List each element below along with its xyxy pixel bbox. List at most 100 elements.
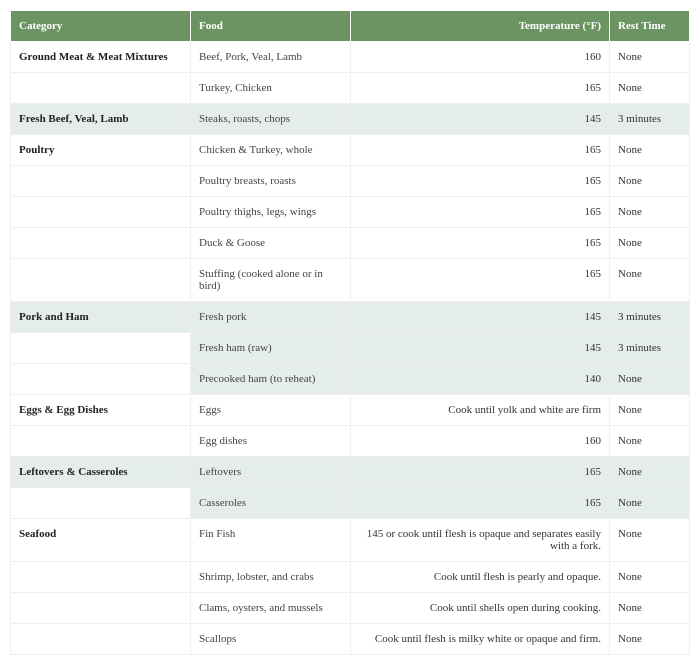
- cell-temperature: 165: [351, 73, 610, 104]
- table-row: Poultry breasts, roasts165None: [11, 166, 690, 197]
- cell-rest-time: None: [610, 395, 690, 426]
- table-row: Eggs & Egg DishesEggsCook until yolk and…: [11, 395, 690, 426]
- cell-food: Beef, Pork, Veal, Lamb: [191, 42, 351, 73]
- cell-temperature: 145 or cook until flesh is opaque and se…: [351, 519, 610, 562]
- cell-food: Chicken & Turkey, whole: [191, 135, 351, 166]
- cell-rest-time: None: [610, 519, 690, 562]
- cell-rest-time: None: [610, 364, 690, 395]
- table-row: Casseroles165None: [11, 488, 690, 519]
- cell-temperature: Cook until shells open during cooking.: [351, 593, 610, 624]
- cell-temperature: 165: [351, 166, 610, 197]
- table-row: Ground Meat & Meat MixturesBeef, Pork, V…: [11, 42, 690, 73]
- cell-food: Steaks, roasts, chops: [191, 104, 351, 135]
- cell-rest-time: 3 minutes: [610, 333, 690, 364]
- header-rest-time: Rest Time: [610, 11, 690, 42]
- cell-food: Stuffing (cooked alone or in bird): [191, 259, 351, 302]
- cell-temperature: 160: [351, 426, 610, 457]
- cell-rest-time: None: [610, 73, 690, 104]
- cell-category: [11, 562, 191, 593]
- cell-category: [11, 364, 191, 395]
- cell-rest-time: None: [610, 426, 690, 457]
- cell-rest-time: None: [610, 457, 690, 488]
- cell-rest-time: None: [610, 42, 690, 73]
- cell-category: [11, 426, 191, 457]
- cell-temperature: 165: [351, 457, 610, 488]
- cell-food: Precooked ham (to reheat): [191, 364, 351, 395]
- table-row: Fresh Beef, Veal, LambSteaks, roasts, ch…: [11, 104, 690, 135]
- cell-rest-time: 3 minutes: [610, 302, 690, 333]
- cell-food: Shrimp, lobster, and crabs: [191, 562, 351, 593]
- cell-category: Poultry: [11, 135, 191, 166]
- cell-temperature: 145: [351, 104, 610, 135]
- cell-category: Fresh Beef, Veal, Lamb: [11, 104, 191, 135]
- table-row: PoultryChicken & Turkey, whole165None: [11, 135, 690, 166]
- cell-category: [11, 593, 191, 624]
- cell-food: Egg dishes: [191, 426, 351, 457]
- cell-temperature: Cook until flesh is pearly and opaque.: [351, 562, 610, 593]
- table-body: Ground Meat & Meat MixturesBeef, Pork, V…: [11, 42, 690, 655]
- cell-rest-time: None: [610, 135, 690, 166]
- cell-food: Turkey, Chicken: [191, 73, 351, 104]
- table-row: Duck & Goose165None: [11, 228, 690, 259]
- cell-temperature: Cook until flesh is milky white or opaqu…: [351, 624, 610, 655]
- cell-temperature: 140: [351, 364, 610, 395]
- cell-temperature: 165: [351, 228, 610, 259]
- cell-rest-time: None: [610, 166, 690, 197]
- cell-temperature: 160: [351, 42, 610, 73]
- table-row: Pork and HamFresh pork1453 minutes: [11, 302, 690, 333]
- cell-food: Duck & Goose: [191, 228, 351, 259]
- cell-category: Leftovers & Casseroles: [11, 457, 191, 488]
- table-header: Category Food Temperature (°F) Rest Time: [11, 11, 690, 42]
- cell-food: Clams, oysters, and mussels: [191, 593, 351, 624]
- cell-category: [11, 488, 191, 519]
- cell-food: Scallops: [191, 624, 351, 655]
- cell-temperature: Cook until yolk and white are firm: [351, 395, 610, 426]
- cell-rest-time: None: [610, 624, 690, 655]
- table-row: Precooked ham (to reheat)140None: [11, 364, 690, 395]
- cell-category: [11, 228, 191, 259]
- cell-food: Leftovers: [191, 457, 351, 488]
- cell-category: Seafood: [11, 519, 191, 562]
- cell-food: Poultry breasts, roasts: [191, 166, 351, 197]
- cell-category: [11, 333, 191, 364]
- header-food: Food: [191, 11, 351, 42]
- cell-rest-time: None: [610, 488, 690, 519]
- table-row: SeafoodFin Fish145 or cook until flesh i…: [11, 519, 690, 562]
- cell-food: Fresh pork: [191, 302, 351, 333]
- cell-rest-time: 3 minutes: [610, 104, 690, 135]
- table-row: ScallopsCook until flesh is milky white …: [11, 624, 690, 655]
- table-row: Fresh ham (raw)1453 minutes: [11, 333, 690, 364]
- table-row: Egg dishes160None: [11, 426, 690, 457]
- cell-category: [11, 197, 191, 228]
- cell-category: Pork and Ham: [11, 302, 191, 333]
- cell-food: Fin Fish: [191, 519, 351, 562]
- cell-food: Eggs: [191, 395, 351, 426]
- cell-category: Ground Meat & Meat Mixtures: [11, 42, 191, 73]
- cell-rest-time: None: [610, 593, 690, 624]
- cell-temperature: 165: [351, 197, 610, 228]
- table-row: Poultry thighs, legs, wings165None: [11, 197, 690, 228]
- cell-category: [11, 73, 191, 104]
- cell-food: Poultry thighs, legs, wings: [191, 197, 351, 228]
- table-row: Turkey, Chicken165None: [11, 73, 690, 104]
- cell-rest-time: None: [610, 562, 690, 593]
- header-temperature: Temperature (°F): [351, 11, 610, 42]
- table-row: Leftovers & CasserolesLeftovers165None: [11, 457, 690, 488]
- table-row: Clams, oysters, and musselsCook until sh…: [11, 593, 690, 624]
- cell-category: [11, 259, 191, 302]
- cooking-temperature-table: Category Food Temperature (°F) Rest Time…: [10, 10, 690, 655]
- cell-rest-time: None: [610, 228, 690, 259]
- cell-rest-time: None: [610, 197, 690, 228]
- cell-category: [11, 166, 191, 197]
- table-row: Shrimp, lobster, and crabsCook until fle…: [11, 562, 690, 593]
- header-category: Category: [11, 11, 191, 42]
- cell-food: Fresh ham (raw): [191, 333, 351, 364]
- cell-temperature: 165: [351, 259, 610, 302]
- cell-temperature: 165: [351, 135, 610, 166]
- table-row: Stuffing (cooked alone or in bird)165Non…: [11, 259, 690, 302]
- cell-category: [11, 624, 191, 655]
- cell-rest-time: None: [610, 259, 690, 302]
- cell-food: Casseroles: [191, 488, 351, 519]
- cell-category: Eggs & Egg Dishes: [11, 395, 191, 426]
- cell-temperature: 165: [351, 488, 610, 519]
